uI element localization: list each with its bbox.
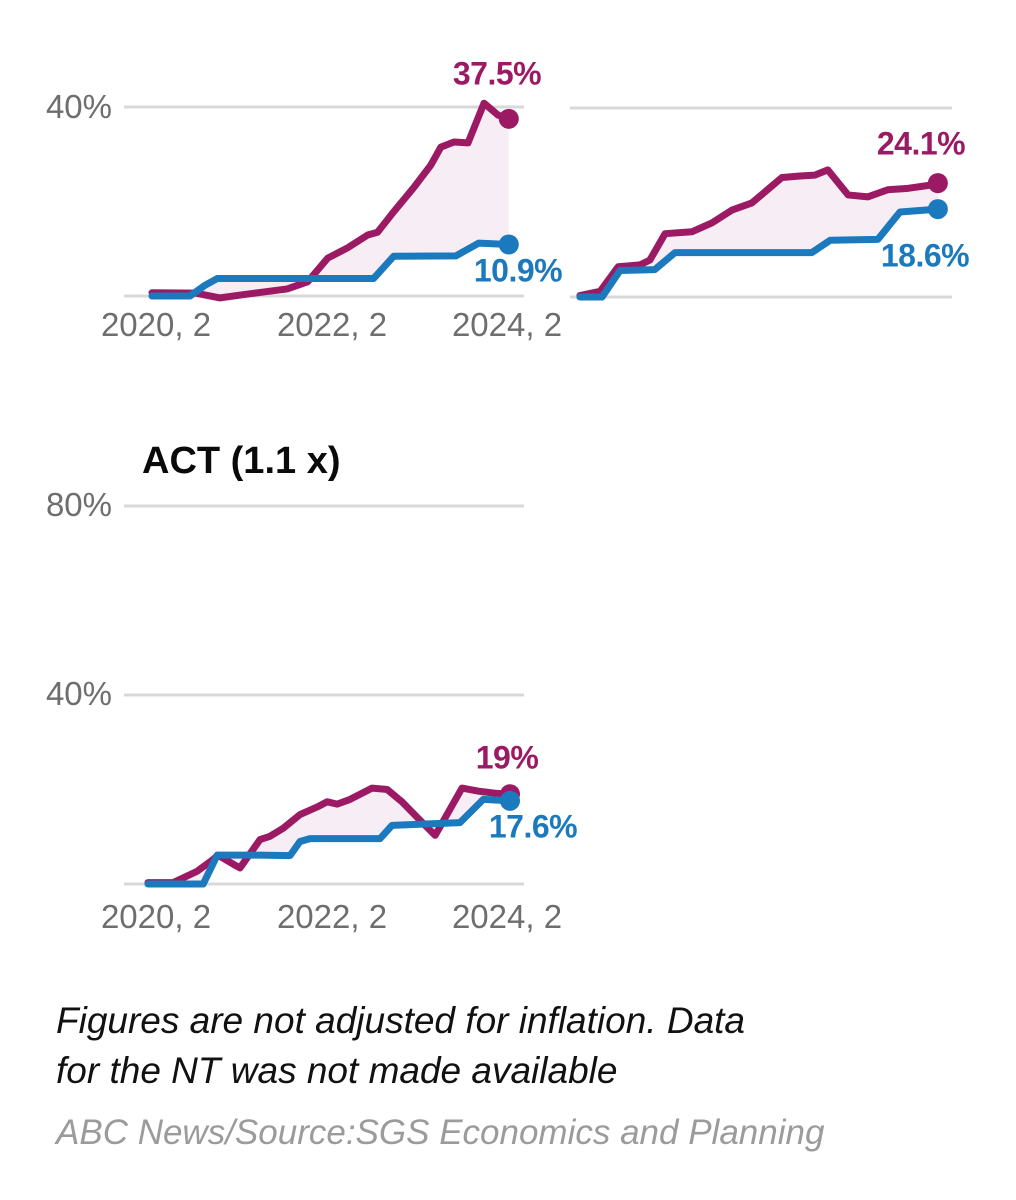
source-credit: ABC News/Source:SGS Economics and Planni… <box>56 1113 825 1152</box>
top-right-chart-plot <box>570 106 952 301</box>
end-value-label-magenta: 24.1% <box>876 125 966 162</box>
blue-series-line <box>144 795 514 888</box>
x-axis-tick: 2024, 2 <box>451 306 563 343</box>
x-axis-tick: 2024, 2 <box>451 898 563 935</box>
blue-series-end-dot <box>500 790 520 811</box>
x-axis-tick: 2020, 2 <box>100 306 212 343</box>
top-left-chart-plot <box>124 99 524 302</box>
magenta-series-line <box>148 99 513 302</box>
footnote-line-1: Figures are not adjusted for inflation. … <box>56 1000 745 1041</box>
figure-footer: Figures are not adjusted for inflation. … <box>56 996 986 1154</box>
y-axis-tick-80: 80% <box>45 486 112 523</box>
series-gap-band <box>579 169 938 297</box>
blue-series-line <box>576 205 942 301</box>
x-axis-tick: 2022, 2 <box>276 898 388 935</box>
x-axis-tick: 2022, 2 <box>276 306 388 343</box>
y-axis-tick-40: 40% <box>45 88 112 125</box>
end-value-label-magenta: 19% <box>475 739 539 776</box>
end-value-label-blue: 18.6% <box>880 237 970 274</box>
magenta-series-end-dot <box>498 108 519 129</box>
end-value-label-magenta: 37.5% <box>452 55 542 92</box>
x-axis-tick: 2020, 2 <box>100 898 212 935</box>
end-value-label-blue: 17.6% <box>488 808 578 845</box>
y-axis-tick-40: 40% <box>45 675 112 712</box>
magenta-series-end-dot <box>927 173 948 194</box>
magenta-series-line <box>576 166 942 300</box>
blue-series-line <box>148 239 513 300</box>
chart-title: ACT (1.1 x) <box>142 440 341 482</box>
series-gap-band <box>152 103 509 298</box>
blue-series-end-dot <box>498 234 519 255</box>
act-chart-plot <box>124 504 524 888</box>
footnote-line-2: for the NT was not made available <box>56 1050 618 1091</box>
blue-series-end-dot <box>927 199 948 220</box>
end-value-label-blue: 10.9% <box>473 252 563 289</box>
